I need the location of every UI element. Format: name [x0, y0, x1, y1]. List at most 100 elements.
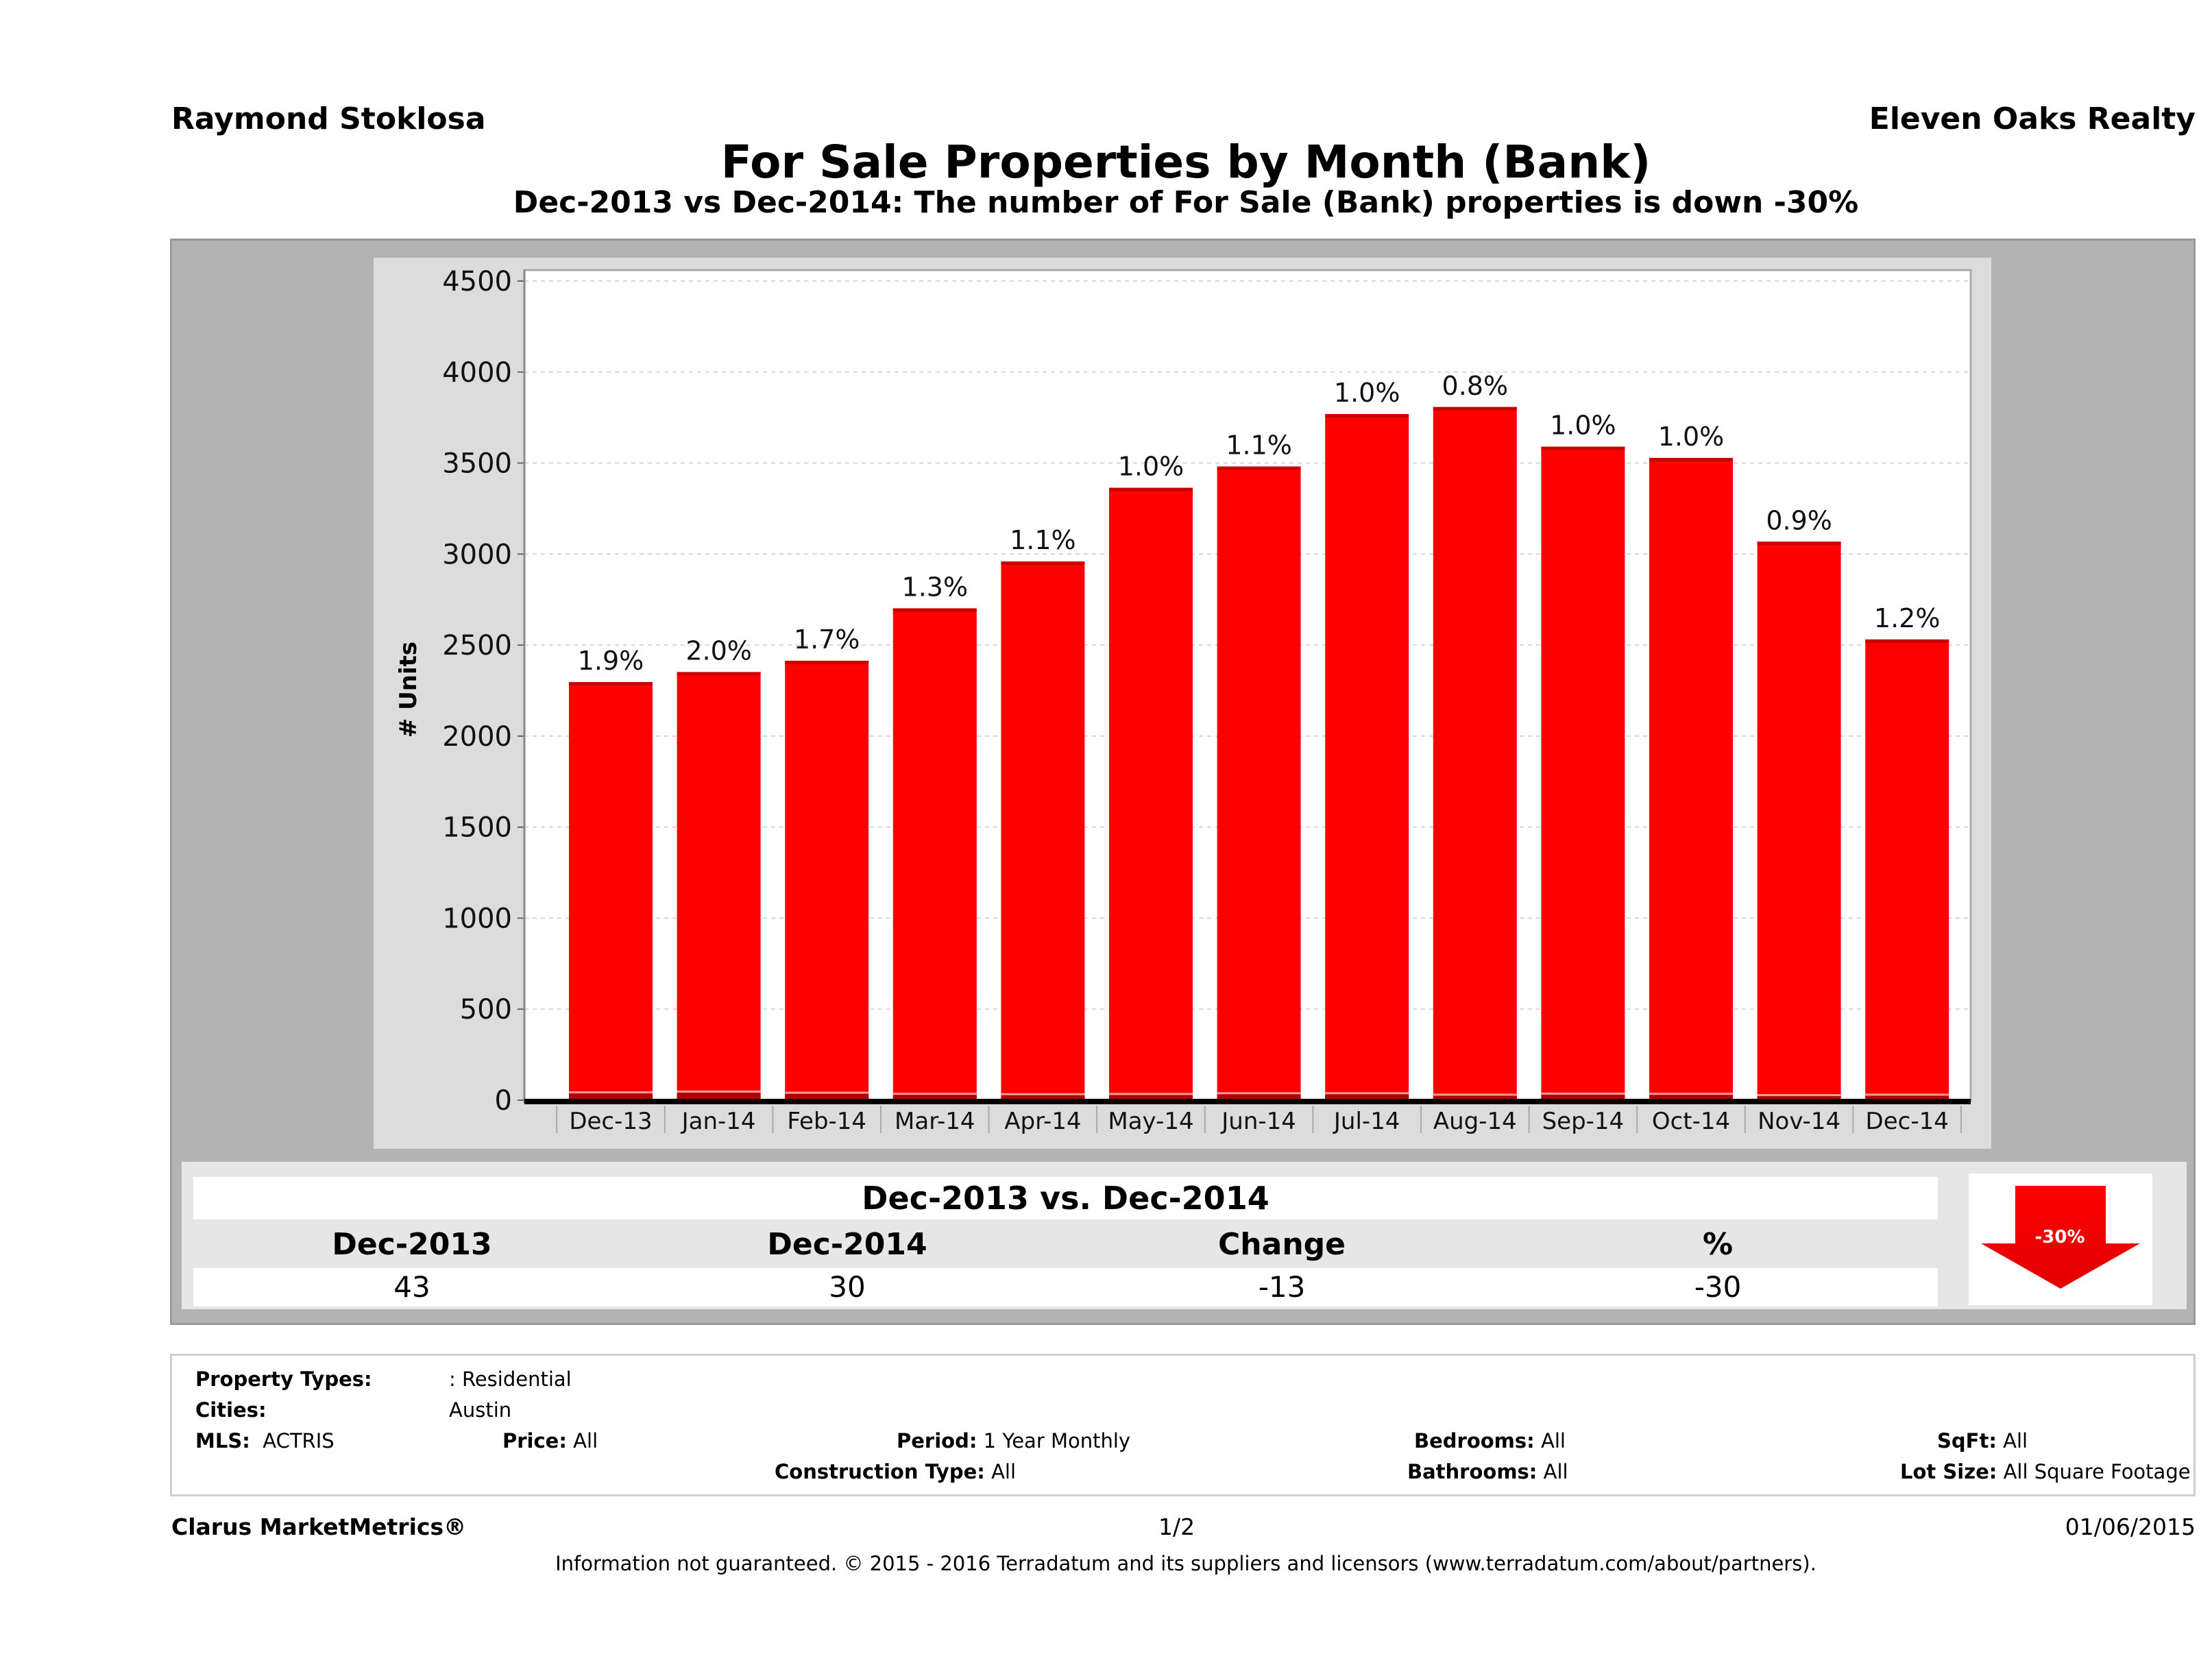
filter-property-types-value: : Residential	[449, 1367, 572, 1391]
data-label: 1.2%	[1874, 603, 1941, 633]
filter-sqft: SqFt: All	[1937, 1429, 2028, 1452]
comparison-values-row	[193, 1268, 1938, 1306]
comparison-title: Dec-2013 vs. Dec-2014	[193, 1177, 1938, 1219]
y-tick-label: 3500	[442, 448, 512, 480]
bar-top-edge	[1217, 466, 1301, 470]
report-subtitle: Dec-2013 vs Dec-2014: The number of For …	[513, 185, 1859, 220]
data-label: 0.9%	[1766, 505, 1832, 535]
brokerage-name: Eleven Oaks Realty	[1869, 101, 2196, 136]
down-arrow-icon	[1981, 1186, 2140, 1289]
bar-total	[1433, 406, 1517, 1100]
data-label: 2.0%	[685, 635, 752, 666]
x-tick-label: Jan-14	[681, 1108, 756, 1135]
filter-bedrooms: Bedrooms: All	[1414, 1429, 1566, 1452]
bar-top-edge	[1541, 446, 1625, 450]
bar-bank	[1649, 1093, 1733, 1100]
bar-bank	[1325, 1093, 1409, 1100]
chart-panel: 0 500 1000 1500 2000 2500 3000 3500 4000 4500 # Un…	[374, 258, 1991, 1149]
data-label: 1.9%	[578, 646, 644, 676]
bar-bank	[1865, 1095, 1949, 1100]
x-tick-label: Feb-14	[787, 1108, 866, 1135]
report-date: 01/06/2015	[2065, 1513, 2196, 1540]
y-tick-label: 4000	[442, 357, 512, 389]
comparison-header-percent: %	[1702, 1227, 1734, 1262]
bar-total	[1649, 458, 1733, 1100]
x-tick-label: Aug-14	[1433, 1108, 1517, 1135]
filter-cities-value: Austin	[449, 1398, 512, 1422]
bar-total	[1217, 466, 1301, 1100]
page-number: 1/2	[1158, 1513, 1195, 1540]
disclaimer: Information not guaranteed. © 2015 - 201…	[555, 1552, 1816, 1575]
filter-construction-type: Construction Type: All	[775, 1460, 1017, 1483]
data-label: 1.3%	[902, 572, 969, 602]
bar-bank	[1001, 1094, 1085, 1100]
data-label: 1.0%	[1658, 422, 1725, 452]
bar-top-edge	[569, 682, 653, 686]
data-label: 1.0%	[1550, 411, 1616, 441]
x-tick-label: Jun-14	[1220, 1108, 1296, 1135]
bar-total	[1001, 561, 1085, 1100]
bar-bank	[892, 1093, 977, 1100]
bar-bank	[1109, 1093, 1193, 1100]
y-tick-label: 4500	[442, 266, 512, 297]
bar-top-edge	[1001, 561, 1085, 566]
x-tick-label: Nov-14	[1758, 1108, 1840, 1135]
x-tick-label: Oct-14	[1652, 1108, 1730, 1135]
filter-cities: Cities:	[195, 1398, 267, 1422]
bar-total	[785, 660, 869, 1100]
data-label: 0.8%	[1442, 371, 1509, 401]
bar-bank	[1541, 1093, 1625, 1100]
bar-total	[1109, 487, 1193, 1100]
x-tick-label: May-14	[1108, 1108, 1193, 1135]
bar-total	[569, 682, 653, 1100]
report-filters	[170, 1354, 2196, 1496]
x-tick-label: Apr-14	[1004, 1108, 1081, 1135]
filter-property-types: Property Types:	[195, 1367, 372, 1391]
change-badge	[1969, 1174, 2152, 1305]
data-label: 1.7%	[794, 624, 860, 655]
comparison-header-start: Dec-2013	[332, 1227, 492, 1262]
y-tick-label: 0	[495, 1085, 512, 1117]
bar-top-edge	[1325, 414, 1409, 418]
change-badge-label: -30%	[2034, 1227, 2085, 1248]
comparison-header-end: Dec-2014	[767, 1227, 927, 1262]
report-title: For Sale Properties by Month (Bank)	[720, 136, 1651, 189]
filter-lot-size: Lot Size: All Square Footage	[1900, 1460, 2191, 1483]
bar-top-edge	[1433, 406, 1517, 411]
bar-top-edge	[1865, 639, 1949, 643]
y-tick-label: 1000	[442, 903, 512, 934]
filter-mls: MLS: ACTRIS	[195, 1429, 335, 1452]
bar-total	[1541, 446, 1625, 1100]
comparison-value-end: 30	[829, 1270, 866, 1304]
y-tick-label: 2000	[442, 721, 512, 753]
bar-total	[892, 608, 977, 1100]
bar-chart: 0 500 1000 1500 2000 2500 3000 3500 4000 4500 # Un…	[395, 266, 1972, 1135]
y-tick-label: 500	[460, 994, 512, 1025]
data-label: 1.0%	[1334, 378, 1400, 408]
bar-top-edge	[892, 608, 977, 612]
comparison-value-change: -13	[1258, 1270, 1306, 1304]
y-axis-title: # Units	[395, 642, 422, 738]
bar-top-edge	[785, 660, 869, 664]
x-tick-label: Dec-14	[1866, 1108, 1949, 1135]
x-tick-label: Sep-14	[1542, 1108, 1625, 1135]
bar-total	[1325, 414, 1409, 1100]
bar-bank	[1433, 1095, 1517, 1100]
bar-bank	[1757, 1095, 1841, 1100]
y-tick-label: 1500	[442, 812, 512, 844]
y-tick-label: 3000	[442, 539, 512, 570]
bar-total	[1865, 639, 1949, 1100]
bar-total	[1757, 542, 1841, 1100]
bar-bank	[677, 1091, 761, 1100]
x-tick-label: Jul-14	[1333, 1108, 1400, 1135]
comparison-value-start: 43	[393, 1270, 430, 1304]
data-label: 1.1%	[1226, 430, 1292, 461]
comparison-header-change: Change	[1218, 1227, 1346, 1262]
bar-top-edge	[1757, 542, 1841, 546]
footer-brand: Clarus MarketMetrics®	[171, 1513, 467, 1540]
agent-name: Raymond Stoklosa	[171, 101, 486, 136]
filter-price: Price: All	[502, 1429, 598, 1452]
x-tick-label: Mar-14	[895, 1108, 975, 1135]
bar-top-edge	[677, 672, 761, 676]
data-label: 1.1%	[1010, 525, 1076, 555]
